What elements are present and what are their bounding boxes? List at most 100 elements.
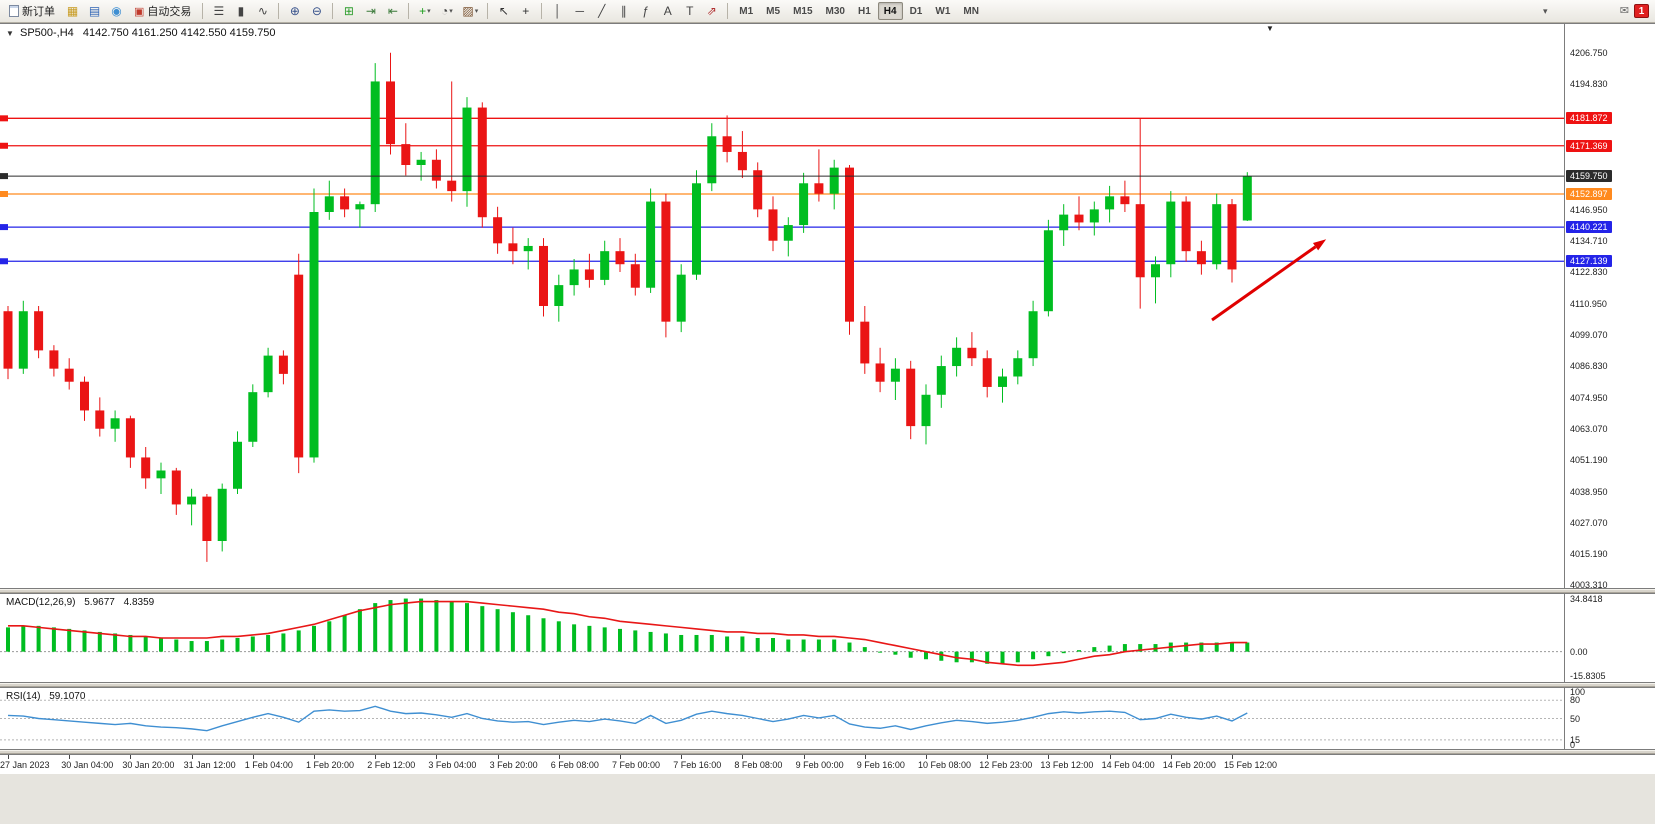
zoom-in-button[interactable]: ⊕ xyxy=(284,2,305,21)
toolbar-separator xyxy=(727,3,729,19)
price-axis-label: 4146.950 xyxy=(1570,204,1608,215)
macd-axis-label: 0.00 xyxy=(1570,646,1588,657)
time-axis-label: 12 Feb 23:00 xyxy=(979,760,1033,770)
auto-scroll-button[interactable]: ⇥ xyxy=(360,2,381,21)
macd-axis-label: 34.8418 xyxy=(1570,593,1603,604)
rsi-levels xyxy=(0,699,1565,741)
new-chart-icon: ▦ xyxy=(66,4,79,18)
chart-menu-caret-icon[interactable]: ▼ xyxy=(1266,24,1274,33)
price-axis-label: 4027.070 xyxy=(1570,517,1608,528)
price-tag: 4159.750 xyxy=(1566,170,1612,183)
price-axis-label: 4038.950 xyxy=(1570,486,1608,497)
toolbar-separator xyxy=(487,3,489,19)
price-axis: 4206.750 4194.830 4146.950 4134.710 4122.830… xyxy=(1566,24,1655,590)
timeframe-button-h4[interactable]: H4 xyxy=(877,2,903,20)
chart-shift-button[interactable]: ⇤ xyxy=(382,2,403,21)
fibonacci-button[interactable]: ƒ xyxy=(635,2,656,21)
templates-icon: ▨ xyxy=(462,4,474,18)
time-axis-label: 9 Feb 00:00 xyxy=(795,760,844,770)
profiles-button[interactable]: ▤ xyxy=(84,2,105,21)
panel-splitter[interactable] xyxy=(0,589,1655,593)
cursor-icon: ↖ xyxy=(498,4,509,18)
vertical-line-button[interactable]: │ xyxy=(547,2,568,21)
autotrading-button[interactable]: ▣ 自动交易 xyxy=(128,2,197,21)
autotrading-label: 自动交易 xyxy=(147,6,192,18)
rsi-axis-label: 100 xyxy=(1570,687,1586,697)
line-chart-icon: ∿ xyxy=(257,4,268,18)
time-axis-label: 9 Feb 16:00 xyxy=(856,760,905,770)
time-tick xyxy=(497,755,499,759)
timeframe-button-m1[interactable]: M1 xyxy=(739,5,754,17)
time-axis-label: 1 Feb 04:00 xyxy=(244,760,293,770)
rsi-chart[interactable] xyxy=(0,688,1565,749)
rsi-axis-label: 80 xyxy=(1570,695,1581,706)
tile-windows-button[interactable]: ⊞ xyxy=(338,2,359,21)
tile-windows-icon: ⊞ xyxy=(343,4,354,18)
price-axis-label: 4122.830 xyxy=(1570,267,1608,278)
crosshair-icon: + xyxy=(522,4,530,18)
horizontal-line-button[interactable]: ─ xyxy=(569,2,590,21)
price-axis-label: 4194.830 xyxy=(1570,79,1608,90)
new-order-button[interactable]: 新订单 xyxy=(3,2,61,21)
time-axis[interactable]: 27 Jan 2023 30 Jan 04:00 30 Jan 20:00 31 Ja… xyxy=(0,754,1655,774)
time-axis-label: 10 Feb 08:00 xyxy=(918,760,972,770)
price-axis-label: 4074.950 xyxy=(1570,392,1608,403)
timeframe-button-d1[interactable]: D1 xyxy=(909,5,923,17)
rsi-value: 59.1070 xyxy=(49,691,86,702)
timeframe-button-m15[interactable]: M15 xyxy=(793,5,813,17)
rsi-label: RSI(14) xyxy=(6,691,41,702)
time-tick xyxy=(1048,755,1050,759)
chart-collapse-icon[interactable]: ▼ xyxy=(6,29,14,38)
trend-arrow[interactable] xyxy=(1211,239,1327,322)
macd-title: MACD(12,26,9) 5.9677 4.8359 xyxy=(6,597,154,608)
panel-splitter[interactable] xyxy=(0,750,1655,754)
candlestick-chart[interactable] xyxy=(0,24,1565,588)
text-button[interactable]: A xyxy=(657,2,678,21)
price-axis-label: 4110.950 xyxy=(1570,298,1607,309)
candlestick-icon: ▮ xyxy=(237,4,245,18)
time-axis-label: 27 Jan 2023 xyxy=(0,760,50,770)
time-tick xyxy=(681,755,683,759)
time-tick xyxy=(864,755,866,759)
timeframe-button-w1[interactable]: W1 xyxy=(935,5,951,17)
label-button[interactable]: T xyxy=(679,2,700,21)
new-chart-button[interactable]: ▦ xyxy=(62,2,83,21)
indicators-button[interactable]: + ▾ xyxy=(414,2,435,21)
time-axis-label: 3 Feb 20:00 xyxy=(489,760,538,770)
chevron-down-icon: ▾ xyxy=(449,8,453,15)
templates-button[interactable]: ▨ ▾ xyxy=(458,2,482,21)
trendline-button[interactable]: ╱ xyxy=(591,2,612,21)
symbol-period-label: SP500-,H4 xyxy=(19,27,74,39)
timeframe-button-mn[interactable]: MN xyxy=(963,5,979,17)
macd-chart[interactable] xyxy=(0,594,1565,682)
timeframe-button-m30[interactable]: M30 xyxy=(825,5,845,17)
arrows-button[interactable]: ⇗ xyxy=(701,2,722,21)
zoom-out-button[interactable]: ⊖ xyxy=(306,2,327,21)
panel-splitter[interactable] xyxy=(0,683,1655,687)
timeframe-button-h1[interactable]: H1 xyxy=(857,5,871,17)
notification-badge[interactable]: 1 xyxy=(1634,4,1649,18)
rsi-panel: RSI(14) 59.1070 100 80 50 15 0 xyxy=(0,687,1655,750)
crosshair-button[interactable]: + xyxy=(515,2,536,21)
chevron-down-icon: ▾ xyxy=(474,8,479,15)
notifications-icon[interactable]: ✉ xyxy=(1619,5,1629,17)
periods-button[interactable]: ◔ ▾ xyxy=(436,2,457,21)
toolbar-overflow-icon[interactable]: ▾ xyxy=(1543,6,1548,16)
line-chart-button[interactable]: ∿ xyxy=(252,2,273,21)
time-tick xyxy=(69,755,71,759)
candlestick-button[interactable]: ▮ xyxy=(230,2,251,21)
rsi-axis-label: 15 xyxy=(1570,734,1581,745)
chart-area: ▼ SP500-,H4 4142.750 4161.250 4142.550 4… xyxy=(0,23,1655,774)
new-order-label: 新订单 xyxy=(22,6,55,18)
rsi-line xyxy=(7,705,1248,732)
time-tick xyxy=(742,755,744,759)
cursor-button[interactable]: ↖ xyxy=(493,2,514,21)
alerts-button[interactable]: ◉ xyxy=(106,2,127,21)
arrows-icon: ⇗ xyxy=(706,4,717,18)
rsi-title: RSI(14) 59.1070 xyxy=(6,691,85,702)
timeframe-button-m5[interactable]: M5 xyxy=(766,5,781,17)
bar-chart-button[interactable]: ☰ xyxy=(208,2,229,21)
toolbar-separator xyxy=(332,3,334,19)
time-axis-label: 2 Feb 12:00 xyxy=(367,760,416,770)
channel-button[interactable]: ∥ xyxy=(613,2,634,21)
